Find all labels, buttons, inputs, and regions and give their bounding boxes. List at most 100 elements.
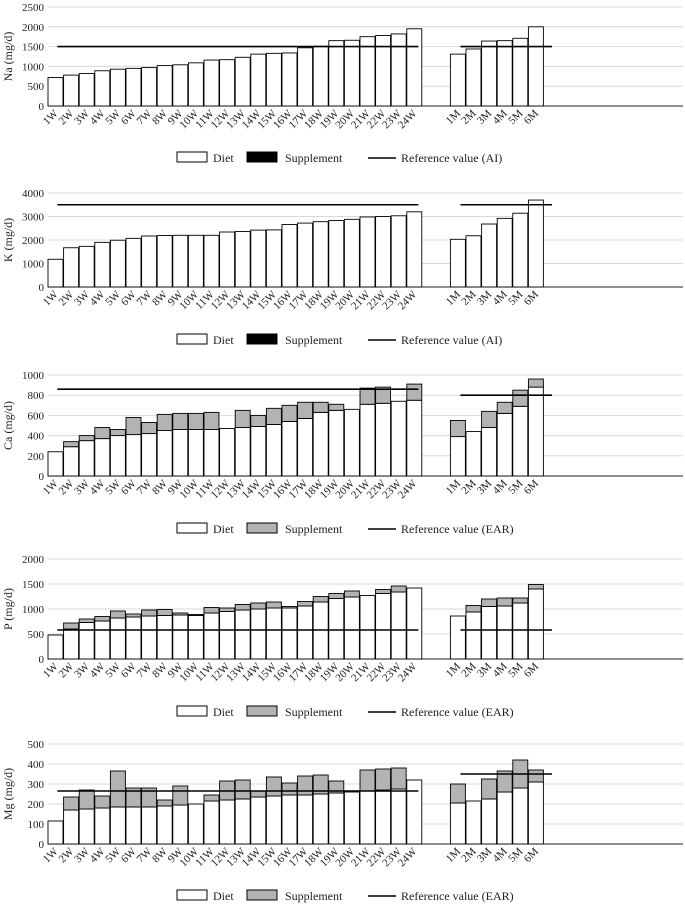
- bar-diet: [250, 796, 267, 845]
- legend-swatch-supplement: [246, 522, 278, 534]
- bar-diet: [481, 223, 498, 288]
- x-tick-label: 6M: [522, 288, 541, 307]
- bar-diet: [375, 402, 392, 477]
- legend-label-reference: Reference value (AI): [401, 333, 502, 347]
- bar-diet: [496, 412, 513, 477]
- bar-diet: [47, 258, 64, 288]
- bar-diet: [125, 806, 142, 845]
- bar-supplement: [78, 618, 95, 623]
- bar-supplement: [281, 404, 298, 422]
- bar-diet: [109, 68, 126, 107]
- bar-diet: [78, 440, 95, 477]
- bar-supplement: [312, 774, 329, 795]
- bar-diet: [328, 40, 345, 107]
- bar-diet: [94, 620, 111, 660]
- y-tick-label: 800: [28, 390, 45, 402]
- bar-diet: [63, 628, 80, 660]
- bar-diet: [219, 799, 236, 845]
- bar-diet: [312, 45, 329, 107]
- y-tick-label: 1000: [22, 370, 45, 382]
- bar-diet: [172, 804, 189, 845]
- x-tick-label: 24W: [396, 288, 420, 312]
- bar-diet: [281, 794, 298, 845]
- bar-supplement: [219, 607, 236, 612]
- legend-label-supplement: Supplement: [285, 333, 343, 347]
- bar-diet: [141, 615, 158, 660]
- bar-diet: [406, 779, 423, 845]
- bar-diet: [465, 611, 482, 660]
- y-tick-label: 200: [28, 799, 45, 811]
- bar-supplement: [297, 401, 314, 419]
- x-tick-label: 6M: [522, 107, 541, 126]
- bar-supplement: [281, 782, 298, 796]
- bar-diet: [250, 229, 267, 288]
- bar-diet: [512, 212, 529, 288]
- bar-diet: [172, 614, 189, 660]
- bar-supplement: [109, 429, 126, 437]
- bar-diet: [297, 605, 314, 660]
- y-tick-label: 2000: [22, 22, 45, 34]
- bar-supplement: [390, 767, 407, 790]
- bar-diet: [141, 806, 158, 845]
- bar-diet: [512, 787, 529, 845]
- legend-label-reference: Reference value (AI): [401, 151, 502, 165]
- legend-label-diet: Diet: [213, 522, 234, 536]
- bar-diet: [250, 608, 267, 660]
- bar-diet: [359, 216, 376, 288]
- bar-diet: [187, 615, 204, 660]
- bar-diet: [94, 70, 111, 107]
- y-tick-label: 200: [28, 451, 45, 463]
- bar-diet: [109, 239, 126, 288]
- legend-swatch-supplement: [246, 705, 278, 717]
- y-axis-label: K (mg/d): [1, 218, 15, 262]
- bar-diet: [343, 218, 360, 288]
- y-tick-label: 0: [39, 101, 45, 113]
- y-tick-label: 0: [39, 282, 45, 294]
- bar-supplement: [328, 780, 345, 794]
- bar-supplement: [94, 616, 111, 622]
- bar-supplement: [172, 785, 189, 806]
- bar-supplement: [63, 441, 80, 448]
- legend-label-supplement: Supplement: [285, 151, 343, 165]
- bar-diet: [125, 237, 142, 288]
- legend-swatch-supplement: [246, 333, 278, 345]
- bar-supplement: [512, 389, 529, 407]
- bar-supplement: [449, 420, 466, 438]
- bar-supplement: [527, 584, 544, 590]
- bar-diet: [359, 36, 376, 107]
- bar-supplement: [265, 776, 282, 797]
- bar-diet: [328, 220, 345, 288]
- bar-diet: [265, 795, 282, 845]
- bar-diet: [449, 53, 466, 107]
- bar-diet: [47, 820, 64, 845]
- bar-diet: [312, 793, 329, 845]
- y-tick-label: 400: [28, 759, 45, 771]
- bar-diet: [78, 245, 95, 288]
- legend: Diet Supplement Reference value (EAR): [176, 705, 514, 719]
- bar-diet: [94, 807, 111, 845]
- x-tick-label: 24W: [396, 107, 420, 131]
- bar-diet: [449, 238, 466, 288]
- bar-supplement: [141, 422, 158, 435]
- bar-diet: [527, 588, 544, 660]
- bar-diet: [375, 789, 392, 845]
- bar-diet: [109, 806, 126, 845]
- bar-diet: [281, 607, 298, 660]
- bar-supplement: [481, 410, 498, 428]
- bar-diet: [47, 634, 64, 660]
- bar-supplement: [527, 378, 544, 388]
- bar-diet: [47, 77, 64, 107]
- bar-diet: [406, 399, 423, 477]
- y-tick-label: 0: [39, 654, 45, 666]
- bar-diet: [265, 229, 282, 288]
- bar-supplement: [496, 597, 513, 607]
- bar-diet: [250, 53, 267, 107]
- bar-diet: [343, 39, 360, 107]
- bar-supplement: [496, 401, 513, 414]
- y-tick-label: 1500: [22, 579, 45, 591]
- bar-diet: [109, 435, 126, 477]
